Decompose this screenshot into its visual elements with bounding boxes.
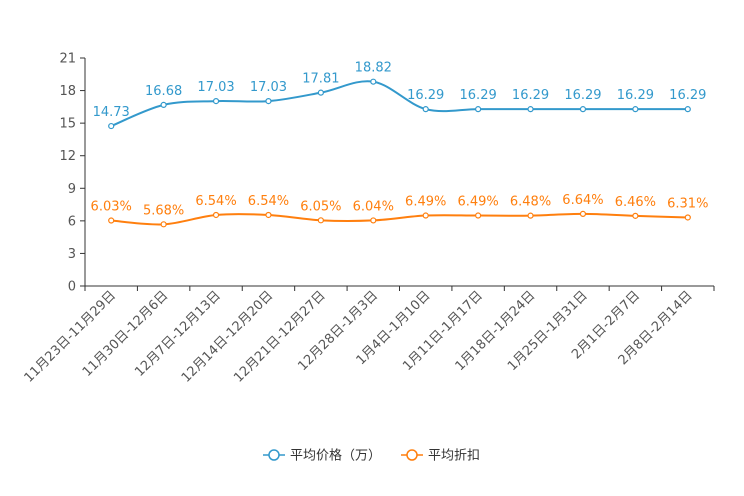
data-point [265, 98, 272, 105]
data-point [422, 106, 429, 113]
data-point [317, 217, 324, 224]
data-point [475, 106, 482, 113]
legend-label: 平均折扣 [428, 449, 480, 464]
data-label: 6.03% [91, 200, 132, 215]
data-point [684, 106, 691, 113]
data-point [579, 106, 587, 113]
data-label: 6.05% [300, 199, 341, 214]
data-point [212, 98, 220, 105]
data-label: 17.03 [197, 80, 234, 95]
data-label: 6.31% [667, 196, 708, 211]
data-point [160, 221, 167, 228]
x-tick-label: 12月14日-12月20日 [179, 288, 276, 385]
data-label: 6.54% [195, 194, 236, 209]
data-label: 6.49% [457, 195, 498, 210]
data-label: 16.29 [564, 88, 601, 103]
data-point [527, 212, 534, 219]
data-point [632, 212, 639, 219]
axes: 03691215182111月23日-11月29日11月30日-12月6日12月… [22, 52, 715, 386]
y-tick-label: 15 [59, 117, 76, 132]
data-point [422, 212, 429, 219]
data-point [632, 106, 639, 113]
y-tick-label: 12 [59, 149, 76, 164]
data-label: 14.73 [93, 105, 130, 120]
data-label: 16.29 [617, 88, 654, 103]
y-tick-label: 18 [59, 84, 76, 99]
data-label: 16.29 [407, 88, 444, 103]
data-label: 6.48% [510, 195, 551, 210]
data-point [108, 122, 115, 130]
legend-marker [406, 449, 418, 461]
data-point [370, 78, 377, 85]
legend-label: 平均价格（万） [290, 448, 381, 464]
y-tick-label: 21 [59, 52, 76, 67]
data-label: 16.68 [145, 84, 182, 99]
x-tick-label: 12月21日-12月27日 [231, 288, 328, 385]
data-label: 6.46% [615, 195, 656, 210]
data-point [579, 210, 587, 218]
series-layer [108, 78, 691, 228]
data-point [475, 212, 482, 219]
series-line-0 [110, 80, 688, 128]
y-tick-label: 3 [68, 247, 76, 262]
data-label: 16.29 [460, 88, 497, 103]
data-labels-layer: 14.73 16.68 17.03 17.03 17.81 18.82 16.29 16.29… [91, 61, 709, 219]
x-tick-label: 11月23日-11月29日 [22, 288, 119, 385]
data-label: 6.04% [353, 199, 394, 214]
data-label: 6.64% [562, 193, 603, 208]
y-tick-label: 0 [68, 280, 76, 295]
data-label: 6.54% [248, 194, 289, 209]
data-label: 17.03 [250, 80, 287, 95]
data-label: 16.29 [669, 88, 706, 103]
data-point [265, 211, 272, 219]
legend-marker [268, 449, 280, 461]
data-point [317, 89, 324, 96]
data-point [212, 211, 220, 219]
data-label: 16.29 [512, 88, 549, 103]
data-label: 6.49% [405, 195, 446, 210]
data-point [370, 217, 377, 224]
data-label: 5.68% [143, 203, 184, 218]
data-label: 17.81 [302, 72, 339, 87]
legend: 平均价格（万） 平均折扣 [263, 448, 480, 464]
data-point [527, 106, 534, 113]
y-tick-label: 9 [68, 182, 76, 197]
series-line-1 [111, 212, 688, 226]
data-point [684, 214, 691, 221]
data-point [160, 101, 167, 109]
y-tick-label: 6 [68, 214, 76, 229]
data-point [108, 217, 115, 224]
data-label: 18.82 [355, 61, 392, 76]
